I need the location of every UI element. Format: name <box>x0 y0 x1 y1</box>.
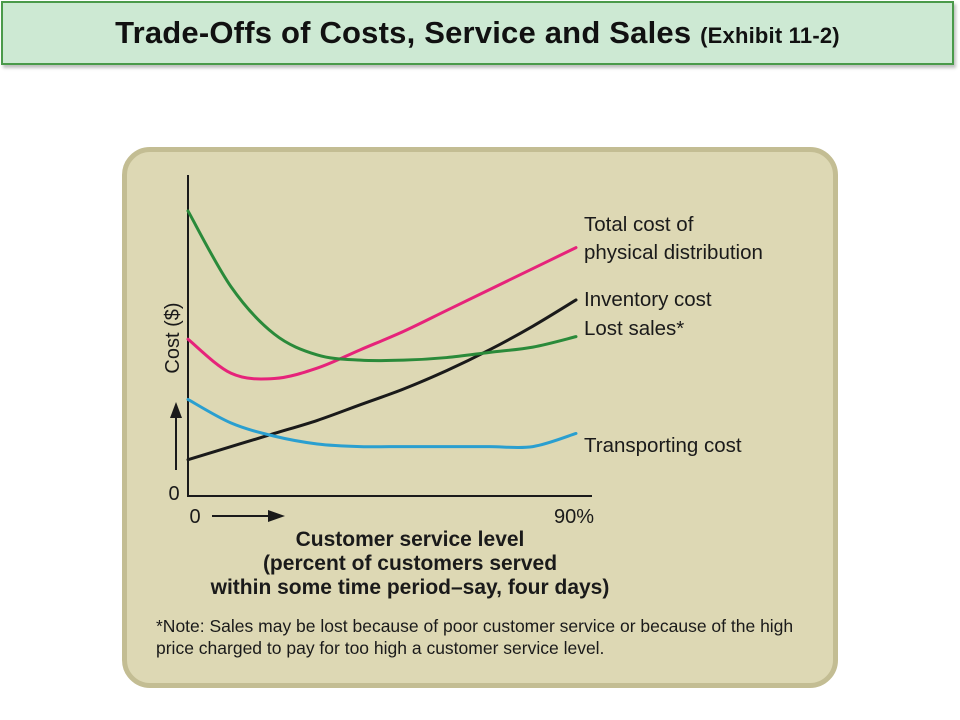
chart-panel <box>122 147 838 688</box>
x-arrow-head <box>268 510 285 522</box>
x-tick-label: 90% <box>554 506 594 528</box>
page-title: Trade-Offs of Costs, Service and Sales (… <box>115 15 840 51</box>
series-label: physical distribution <box>584 241 763 264</box>
series-line <box>186 397 578 450</box>
series-label: Total cost of <box>584 213 694 236</box>
series-label: Transporting cost <box>584 434 742 457</box>
series-labels: Total cost of physical distribution Invent… <box>584 213 763 457</box>
series-lines <box>186 209 578 462</box>
title-main: Trade-Offs of Costs, Service and Sales <box>115 15 692 50</box>
x-tick-label: 0 <box>189 506 200 528</box>
x-axis-title-line: (percent of customers served <box>262 552 558 575</box>
title-exhibit: (Exhibit 11-2) <box>700 23 840 48</box>
series-line <box>186 246 578 381</box>
axes: Cost ($) 00 90% <box>162 175 594 528</box>
series-line <box>186 298 578 462</box>
x-axis-title-line: Customer service level <box>295 528 525 551</box>
y-arrow-head <box>170 402 182 418</box>
x-axis-title-line: within some time period–say, four days) <box>210 576 610 599</box>
footnote: *Note: Sales may be lost because of poor… <box>156 616 794 658</box>
y-axis-label: Cost ($) <box>162 302 184 373</box>
series-label: Inventory cost <box>584 288 712 311</box>
series-label: Lost sales* <box>584 317 684 340</box>
series-line <box>186 209 578 363</box>
title-bar: Trade-Offs of Costs, Service and Sales (… <box>1 1 954 65</box>
y-origin-label: 0 <box>168 483 179 505</box>
x-axis-title: Customer service level (percent of custom… <box>150 528 670 600</box>
